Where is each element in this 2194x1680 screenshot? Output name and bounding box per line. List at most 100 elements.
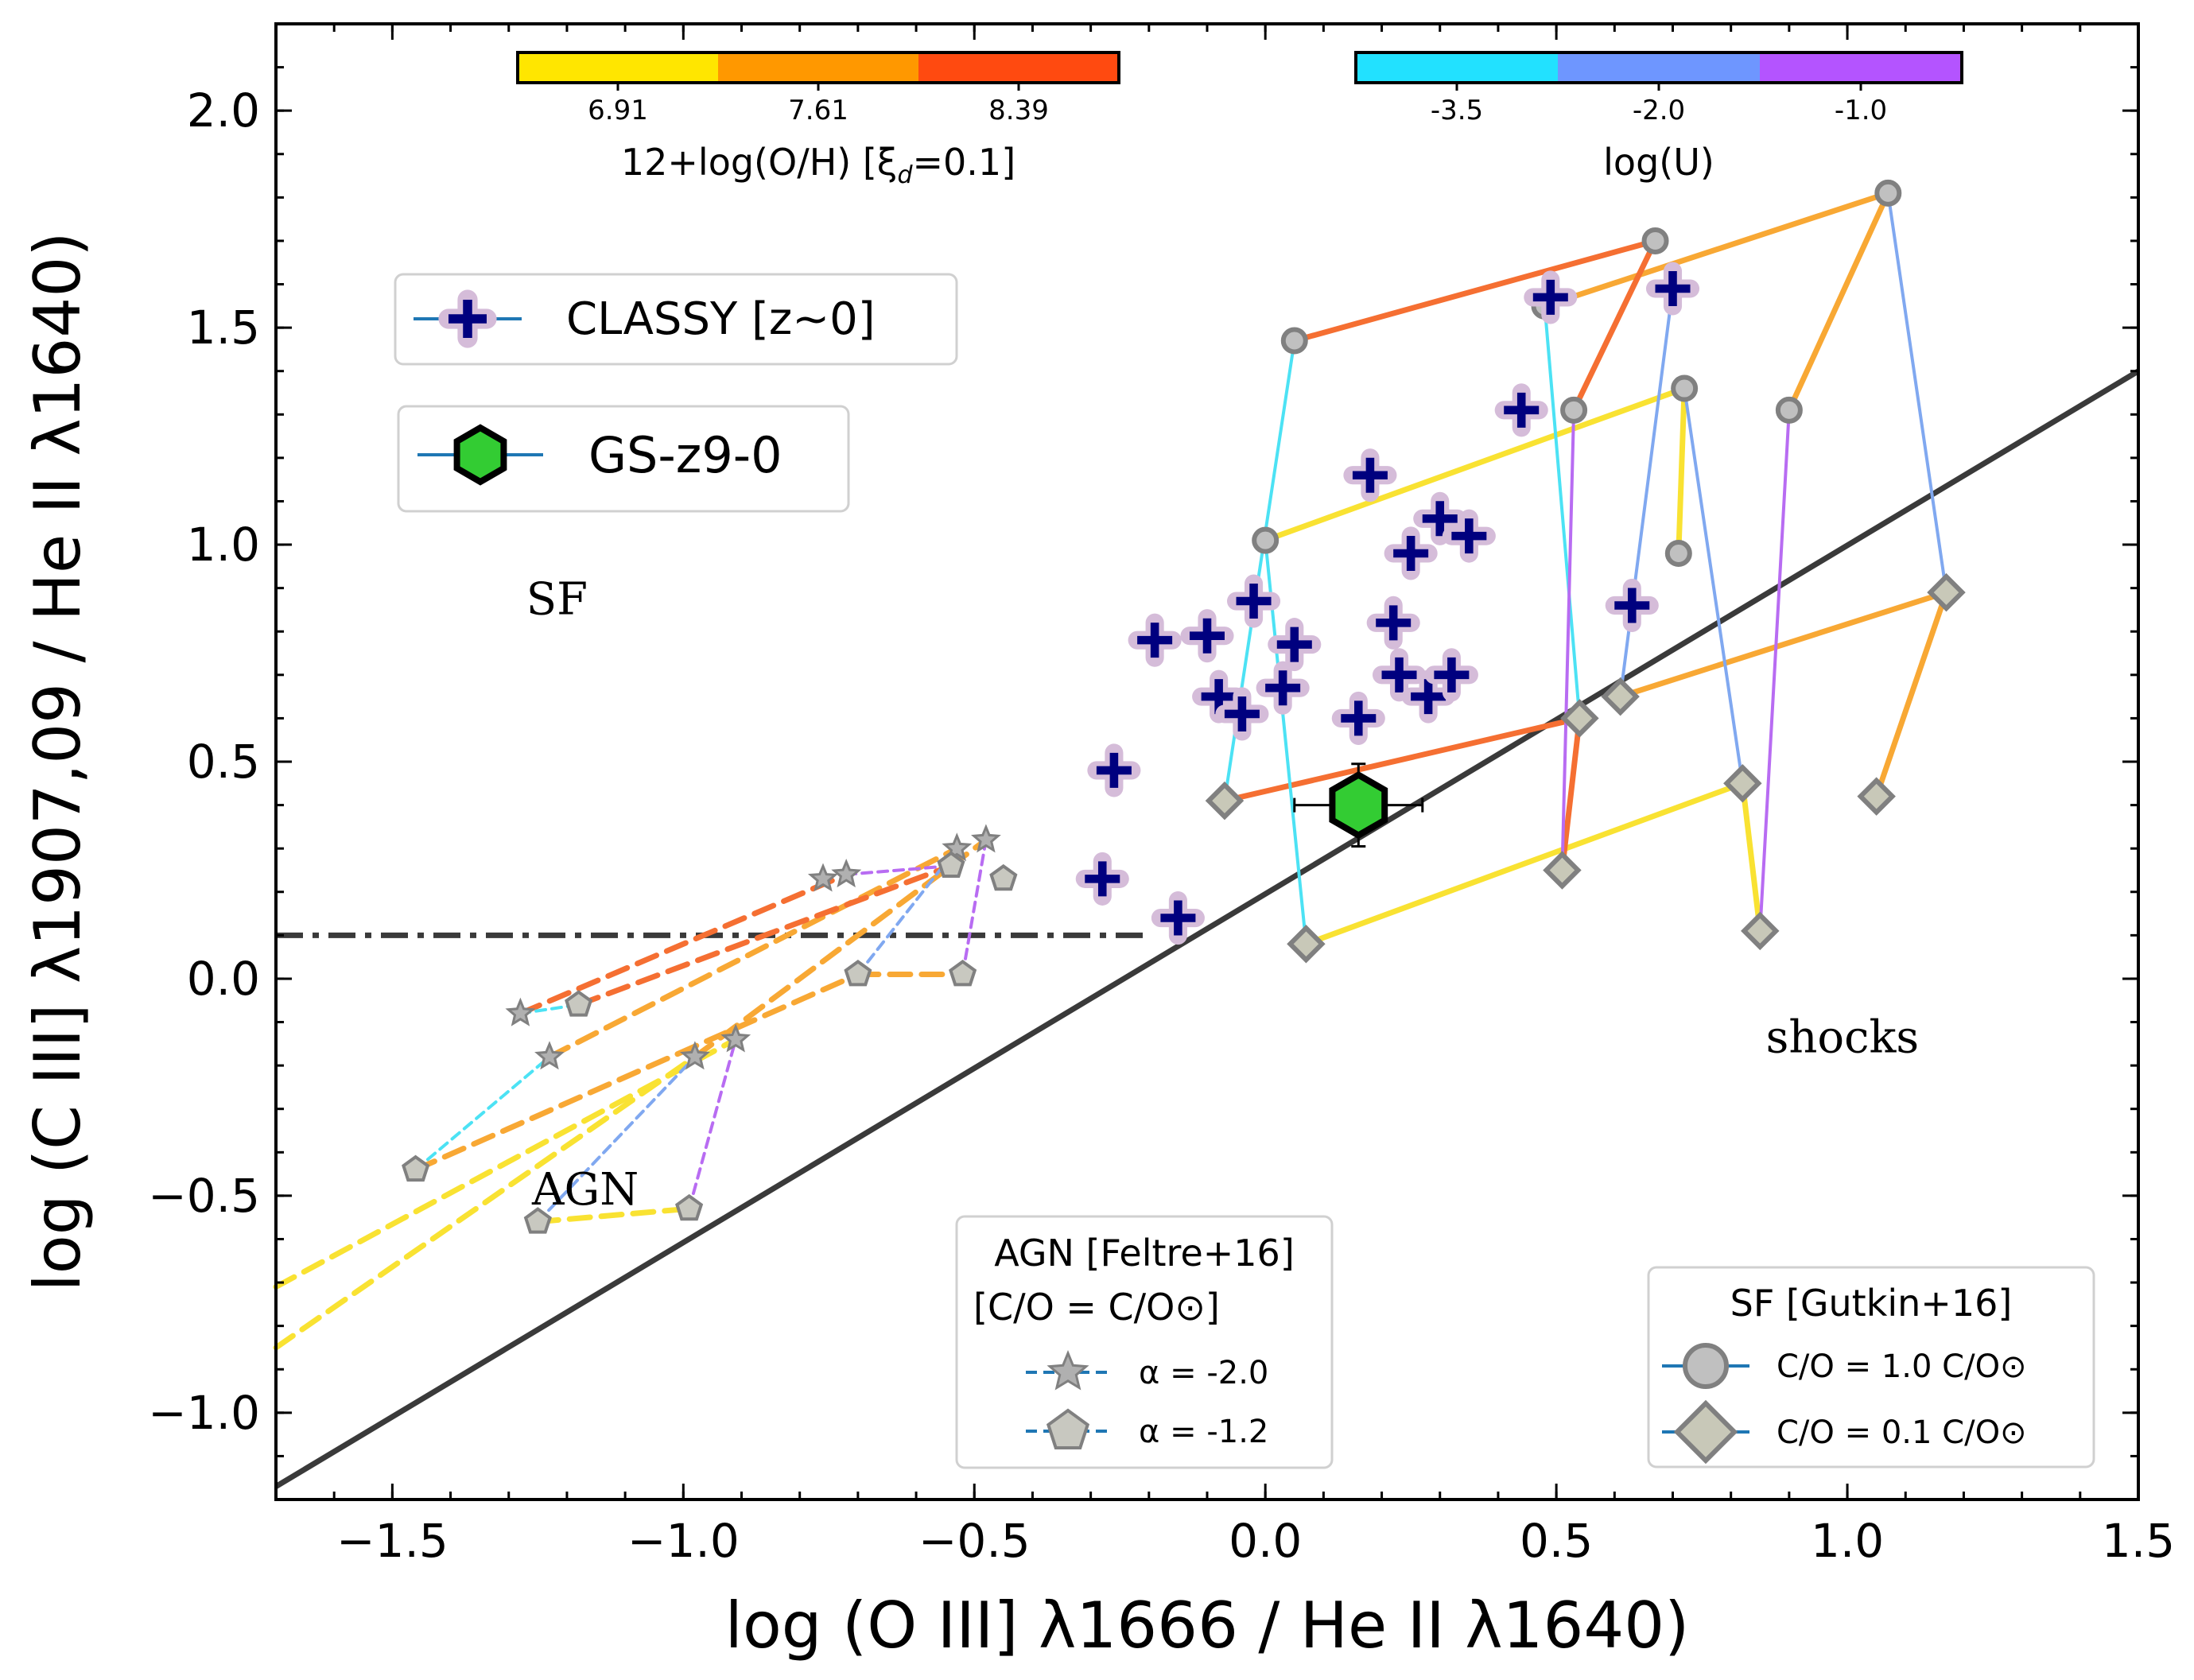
agn-star-point — [534, 1041, 565, 1070]
y-tick-label: 0.0 — [187, 952, 260, 1006]
agn-pentagon-point — [844, 960, 872, 987]
agn-pentagon-point — [949, 960, 977, 987]
agn-star-point — [971, 824, 1001, 853]
region-label-agn: AGN — [531, 1164, 639, 1216]
legend-agn-subtitle: [C/O = C/O⊙] — [973, 1286, 1220, 1329]
colorbar-tick-label: 8.39 — [988, 95, 1049, 126]
legend-gs: GS-z9-0 — [397, 405, 850, 513]
colorbar-segment — [718, 52, 918, 83]
sf-ionization-line — [1543, 304, 1582, 720]
classy-point — [1366, 596, 1420, 650]
legend-star-icon — [1047, 1350, 1089, 1391]
legend-circle-marker — [1683, 1343, 1729, 1389]
x-tick-label: 0.0 — [1229, 1514, 1302, 1568]
x-tick-label: 0.5 — [1520, 1514, 1593, 1568]
legend-label-co-1: C/O = 1.0 C/O⊙ — [1777, 1348, 2027, 1385]
classy-point — [1087, 743, 1141, 797]
sf-circle-point — [1641, 227, 1669, 254]
sf-metallicity-line — [1559, 715, 1582, 873]
agn-pentagon-point — [989, 863, 1018, 891]
sf-metallicity-line — [1786, 190, 1891, 413]
agn-metallicity-line — [413, 971, 861, 1173]
classy-point — [1075, 852, 1129, 906]
colorbar-tick-label: 6.91 — [588, 95, 648, 126]
sf-metallicity-line — [1262, 386, 1687, 544]
colorbar-segment — [1760, 52, 1962, 83]
x-tick-label: 1.0 — [1811, 1514, 1884, 1568]
colorbar-tick-label: -1.0 — [1835, 95, 1887, 126]
agn-ionization-line — [414, 1055, 551, 1172]
agn-metallicity-line — [273, 1053, 698, 1351]
legend-pentagon-icon — [1046, 1408, 1090, 1449]
agn-pentagon-point — [402, 1154, 430, 1182]
colorbar-ionization: -3.5 -2.0 -1.0 log(U) — [1354, 51, 1963, 184]
sf-diamond-point — [1857, 777, 1896, 816]
sf-circle-point — [1560, 396, 1588, 424]
region-label-shocks: shocks — [1766, 1012, 1920, 1064]
sf-metallicity-line — [1541, 190, 1891, 309]
classy-point — [1384, 526, 1438, 580]
classy-point — [1215, 687, 1269, 741]
y-tick-label: 1.5 — [187, 301, 260, 355]
agn-star-point — [505, 997, 536, 1026]
sf-circle-point — [1874, 179, 1902, 207]
sf-ionization-line — [1683, 386, 1745, 786]
colorbar-segment — [1356, 52, 1558, 83]
sf-diamond-point — [1287, 925, 1326, 964]
classy-point — [1413, 491, 1467, 545]
sf-circle-point — [1280, 327, 1308, 355]
legend-hexagon-icon — [453, 424, 507, 486]
legend-star-marker — [1047, 1350, 1089, 1391]
agn-ionization-line — [961, 838, 988, 976]
classy-point — [1605, 578, 1659, 633]
y-tick-label: 1.0 — [187, 518, 260, 572]
y-tick-label: −0.5 — [148, 1169, 260, 1223]
classy-point — [1442, 509, 1496, 563]
sf-ionization-line — [1560, 408, 1576, 872]
sf-metallicity-line — [1571, 238, 1659, 413]
classy-point — [1343, 448, 1397, 502]
legend-label-classy: CLASSY [z~0] — [566, 293, 876, 345]
sf-circle-point — [1775, 396, 1803, 424]
legend-circle-icon — [1683, 1343, 1729, 1389]
x-tick-label: −0.5 — [918, 1514, 1031, 1568]
legend-sf-title: SF [Gutkin+16] — [1730, 1282, 2013, 1325]
agn-pentagon-point — [937, 851, 965, 878]
classy-point — [1424, 648, 1478, 702]
sf-metallicity-line — [1221, 715, 1582, 804]
classy-point — [1227, 574, 1281, 628]
colorbar-segment — [918, 52, 1119, 83]
region-label-sf: SF — [526, 573, 588, 625]
agn-pentagon-point — [523, 1207, 552, 1234]
legend-sf: SF [Gutkin+16] C/O = 1.0 C/O⊙ C/O = 0.1 … — [1647, 1266, 2095, 1469]
sf-metallicity-line — [1303, 780, 1745, 947]
classy-point — [1645, 262, 1700, 316]
gs-z9-0-point — [1329, 770, 1388, 840]
sf-ionization-line — [1758, 408, 1791, 933]
agn-star-point — [831, 859, 862, 888]
sf-circle-point — [1664, 539, 1692, 567]
agn-metallicity-line — [517, 871, 849, 1017]
agn-star-point — [807, 863, 838, 892]
y-tick-label: 2.0 — [187, 83, 260, 138]
axis-ticks: −1.5 −1.0 −0.5 0.0 0.5 1.0 1.5 −1.0 −0.5 0.0 0.5 1.… — [148, 22, 2175, 1568]
legend-plus-marker — [438, 289, 497, 348]
colorbar-tick-label: -3.5 — [1431, 95, 1483, 126]
legend-agn: AGN [Feltre+16] [C/O = C/O⊙] α = -2.0 α … — [955, 1215, 1334, 1469]
legend-label-alpha-2: α = -2.0 — [1139, 1355, 1268, 1391]
agn-metallicity-line — [546, 845, 960, 1060]
agn-pentagon-point — [565, 990, 593, 1017]
y-axis-label: log (C III] λ1907,09 / He II λ1640) — [21, 232, 95, 1292]
agn-star-point — [679, 1041, 710, 1070]
agn-ionization-line — [536, 1055, 697, 1224]
classy-point — [1180, 609, 1234, 663]
colorbar-title: 12+log(O/H) [ξd=0.1] — [621, 141, 1015, 189]
colorbar-title: log(U) — [1603, 141, 1714, 184]
sf-diamond-point — [1560, 699, 1599, 738]
sf-metallicity-line — [1874, 589, 1949, 800]
y-tick-label: −1.0 — [148, 1386, 260, 1440]
sf-ionization-line — [1886, 191, 1948, 595]
x-tick-label: 1.5 — [2102, 1514, 2175, 1568]
classy-point — [1256, 661, 1310, 715]
